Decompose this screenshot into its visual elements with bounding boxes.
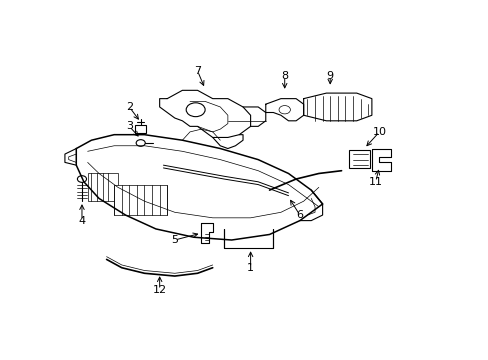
- Text: 6: 6: [296, 210, 303, 220]
- Text: 7: 7: [194, 66, 201, 76]
- Text: 5: 5: [171, 235, 178, 245]
- Bar: [87, 174, 118, 201]
- Text: 12: 12: [152, 285, 166, 295]
- Text: 1: 1: [246, 263, 254, 273]
- Text: 10: 10: [372, 127, 386, 137]
- Bar: [114, 185, 167, 215]
- Bar: [348, 150, 369, 168]
- Text: 9: 9: [326, 72, 333, 81]
- Bar: [135, 125, 146, 133]
- Text: 11: 11: [368, 177, 382, 187]
- Text: 3: 3: [125, 121, 133, 131]
- Text: 4: 4: [78, 216, 85, 226]
- Text: 8: 8: [281, 72, 288, 81]
- Text: 2: 2: [125, 102, 133, 112]
